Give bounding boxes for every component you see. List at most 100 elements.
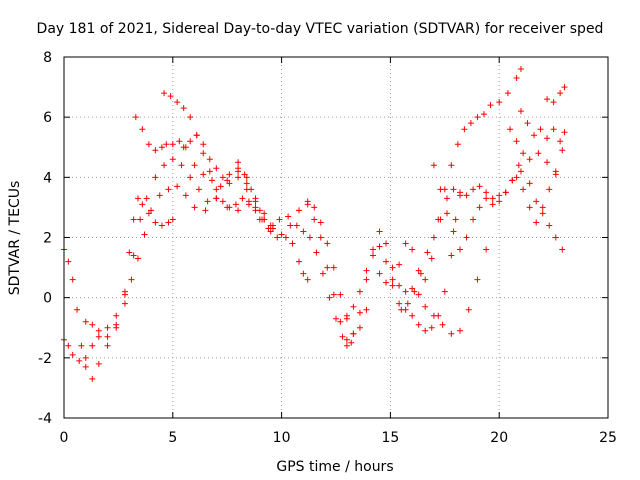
data-point [213, 165, 220, 172]
data-point [128, 276, 135, 283]
data-point [389, 282, 396, 289]
data-point [176, 138, 183, 145]
x-tick-label: 25 [599, 430, 617, 446]
series-track-p [544, 84, 568, 106]
data-point [526, 180, 533, 187]
y-tick-label: -2 [38, 351, 52, 367]
data-point [78, 342, 85, 349]
data-point [398, 306, 405, 313]
data-point [467, 120, 474, 127]
data-point [474, 114, 481, 121]
data-point [363, 267, 370, 274]
data-point [289, 240, 296, 247]
data-point [513, 174, 520, 181]
series-track-f [180, 132, 370, 337]
data-point [533, 198, 540, 205]
y-tick-labels: -4 -2 0 2 4 6 8 [38, 50, 52, 427]
data-point [476, 183, 483, 190]
data-point [165, 186, 172, 193]
data-point [546, 222, 553, 229]
data-point [343, 312, 350, 319]
data-point [226, 180, 233, 187]
data-point [319, 270, 326, 277]
data-point [404, 300, 411, 307]
data-point [187, 114, 194, 121]
data-point [200, 171, 207, 178]
data-point [317, 219, 324, 226]
data-point [169, 216, 176, 223]
data-point [74, 306, 81, 313]
data-point [141, 231, 148, 238]
data-point [152, 219, 159, 226]
data-point [411, 288, 418, 295]
data-point [513, 75, 520, 82]
data-point [544, 96, 551, 103]
data-point [526, 156, 533, 163]
chart-title: Day 181 of 2021, Sidereal Day-to-day VTE… [37, 21, 604, 37]
data-point [480, 111, 487, 118]
data-point [219, 174, 226, 181]
data-point [470, 216, 477, 223]
data-point [174, 99, 181, 106]
data-point [204, 198, 211, 205]
series-track-h [304, 201, 490, 343]
data-point [348, 339, 355, 346]
data-point [422, 276, 429, 283]
data-point [296, 258, 303, 265]
data-point [195, 186, 202, 193]
data-point [483, 195, 490, 202]
data-point [356, 288, 363, 295]
data-point [82, 354, 89, 361]
data-point [461, 126, 468, 133]
data-point [350, 303, 357, 310]
data-point [304, 276, 311, 283]
data-point [278, 231, 285, 238]
data-point [476, 204, 483, 211]
data-point [513, 138, 520, 145]
series-track-d [132, 114, 268, 223]
data-point [496, 192, 503, 199]
data-point [134, 195, 141, 202]
x-tick-label: 20 [490, 430, 508, 446]
axis-ticks [63, 56, 609, 419]
data-point [139, 201, 146, 208]
data-point [274, 234, 281, 241]
data-point [65, 342, 72, 349]
y-tick-label: 6 [43, 110, 52, 126]
data-point [126, 249, 133, 256]
data-point [95, 360, 102, 367]
data-point [496, 99, 503, 106]
y-tick-label: 2 [43, 231, 52, 247]
data-point [82, 363, 89, 370]
data-point [121, 300, 128, 307]
data-point [550, 99, 557, 106]
data-point [152, 174, 159, 181]
data-point [409, 312, 416, 319]
data-point [256, 207, 263, 214]
data-point [443, 210, 450, 217]
data-point [152, 147, 159, 154]
data-point [226, 204, 233, 211]
data-point [531, 132, 538, 139]
data-point [235, 159, 242, 166]
data-point [306, 234, 313, 241]
data-point [383, 240, 390, 247]
data-point [504, 90, 511, 97]
data-point [350, 330, 357, 337]
data-point [317, 234, 324, 241]
data-point [389, 264, 396, 271]
data-point [104, 342, 111, 349]
data-point [76, 357, 83, 364]
y-tick-label: 0 [43, 291, 52, 307]
data-point [339, 333, 346, 340]
data-point [559, 246, 566, 253]
data-point [428, 324, 435, 331]
data-point [95, 333, 102, 340]
data-point [463, 234, 470, 241]
data-point [376, 270, 383, 277]
data-point [282, 234, 289, 241]
data-point [104, 333, 111, 340]
data-point [187, 174, 194, 181]
data-point [180, 144, 187, 151]
